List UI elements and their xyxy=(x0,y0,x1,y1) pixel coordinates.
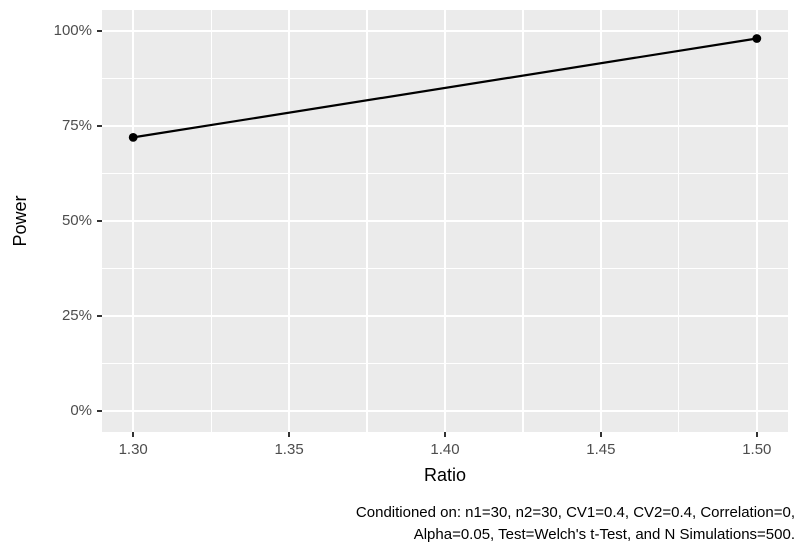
x-tick-label: 1.35 xyxy=(274,441,304,458)
y-tick-mark xyxy=(97,315,102,318)
y-tick-mark xyxy=(97,29,102,32)
x-tick-label: 1.30 xyxy=(118,441,148,458)
power-line xyxy=(133,37,757,139)
x-tick-label: 1.45 xyxy=(586,441,616,458)
data-point xyxy=(752,34,762,43)
x-tick-mark xyxy=(132,432,135,437)
plot-canvas xyxy=(128,34,762,142)
plot-panel xyxy=(102,10,788,432)
y-tick-mark xyxy=(97,220,102,222)
y-tick-label: 75% xyxy=(61,116,92,134)
y-tick-mark xyxy=(97,410,102,413)
y-tick-label: 25% xyxy=(61,307,92,325)
y-tick-label: 0% xyxy=(70,402,92,420)
x-tick-label: 1.40 xyxy=(430,441,460,458)
caption-line-2: Alpha=0.05, Test=Welch's t-Test, and N S… xyxy=(413,526,795,543)
gridline-major-v xyxy=(288,10,291,432)
caption-line-1: Conditioned on: n1=30, n2=30, CV1=0.4, C… xyxy=(355,504,795,521)
x-axis-title: Ratio xyxy=(423,465,467,485)
y-tick-mark xyxy=(97,124,102,127)
x-tick-mark xyxy=(288,432,291,437)
x-tick-mark xyxy=(755,432,758,437)
caption: Conditioned on: n1=30, n2=30, CV1=0.4, C… xyxy=(356,502,795,546)
x-tick-mark xyxy=(599,432,602,437)
gridline-major-v xyxy=(132,10,135,432)
y-axis-title: Power xyxy=(10,195,30,247)
gridline-major-v xyxy=(444,10,446,432)
y-tick-label: 50% xyxy=(61,212,92,229)
x-tick-mark xyxy=(444,432,446,437)
y-tick-label: 100% xyxy=(53,21,92,39)
x-tick-label: 1.50 xyxy=(742,441,772,458)
gridline-major-v xyxy=(755,10,758,432)
gridline-major-v xyxy=(599,10,602,432)
data-point xyxy=(128,132,138,142)
